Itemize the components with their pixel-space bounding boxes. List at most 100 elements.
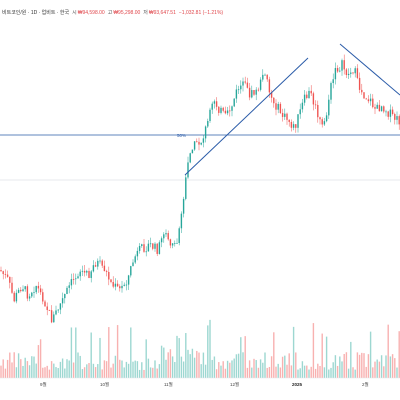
candle-body — [77, 276, 79, 279]
volume-bar — [284, 355, 286, 378]
volume-bar — [11, 362, 13, 378]
candle — [251, 85, 253, 99]
candle-body — [356, 68, 359, 78]
candle — [64, 293, 66, 304]
volume-bar — [191, 348, 194, 378]
candle — [209, 107, 211, 123]
volume-bar — [229, 362, 231, 378]
candle — [4, 269, 7, 279]
volume-bar — [123, 367, 125, 378]
candle — [389, 104, 392, 123]
candle — [367, 95, 370, 104]
candle-body — [130, 266, 132, 276]
candle — [28, 293, 31, 302]
volume-bar — [99, 337, 101, 378]
descending-trendline[interactable] — [339, 43, 400, 96]
candle-body — [398, 116, 400, 125]
volume-bar — [4, 368, 7, 378]
ohlc-high-value: ₩95,298.00 — [113, 10, 140, 16]
candle-body — [330, 83, 332, 100]
volume-bar — [369, 331, 372, 378]
candle — [200, 142, 202, 146]
month-label: 12월 — [230, 381, 239, 388]
candle-body — [97, 260, 99, 267]
candle-body — [176, 243, 178, 244]
volume-bar — [200, 364, 202, 378]
volume-bar — [367, 354, 370, 378]
candle — [108, 266, 110, 286]
candle — [191, 149, 194, 154]
candle — [237, 85, 240, 94]
volume-bar — [255, 360, 257, 378]
candle-body — [198, 141, 200, 145]
volume-bar — [303, 365, 306, 378]
time-axis: 9월 10월 11월 12월 2025 2월 — [40, 381, 369, 388]
candle — [328, 94, 330, 119]
candle — [97, 258, 99, 270]
candle — [306, 91, 308, 100]
candle — [277, 101, 279, 114]
candle-body — [224, 110, 227, 114]
volume-bar — [352, 367, 354, 378]
ohlc-open-value: ₩94,598.00 — [78, 10, 105, 16]
volume-bar — [165, 359, 167, 378]
volume-bar — [262, 362, 264, 378]
candle — [143, 238, 145, 253]
volume-bar — [332, 362, 334, 378]
volume-bar — [209, 319, 211, 378]
candle — [308, 87, 310, 99]
volume-bar — [156, 368, 158, 378]
candle — [169, 238, 172, 249]
ascending-trendline[interactable] — [184, 57, 309, 176]
candle-body — [389, 109, 392, 117]
candle-body — [222, 107, 224, 111]
candle-body — [196, 141, 198, 143]
candle-body — [303, 94, 306, 103]
candle-body — [255, 89, 257, 95]
candle — [132, 259, 134, 267]
candle-body — [279, 103, 282, 114]
volume-bar — [17, 353, 20, 378]
candle — [378, 100, 381, 112]
volume-bar — [112, 363, 114, 378]
candle — [37, 281, 40, 293]
candle-body — [147, 243, 150, 252]
candle — [345, 68, 348, 79]
volume-bar — [257, 367, 260, 378]
volume-bar — [321, 333, 323, 378]
candle — [141, 243, 143, 248]
candle-body — [207, 121, 209, 127]
candle — [167, 230, 169, 241]
candle-body — [387, 111, 389, 117]
candle — [17, 287, 20, 294]
candle-body — [363, 92, 365, 99]
volume-bar — [339, 356, 341, 378]
candle — [244, 76, 246, 85]
volume-bar — [37, 345, 40, 378]
volume-bar — [53, 363, 55, 378]
volume-bar — [383, 366, 385, 378]
candle-body — [105, 271, 108, 272]
candle — [354, 66, 356, 78]
candle — [290, 119, 293, 132]
candle — [152, 243, 154, 251]
candle-body — [257, 89, 260, 91]
candle — [310, 85, 312, 96]
volume-bar — [94, 367, 97, 378]
month-label: 10월 — [100, 381, 109, 388]
candle — [156, 243, 158, 257]
volume-bar — [75, 327, 77, 378]
candle — [187, 156, 189, 179]
candle-body — [323, 121, 326, 125]
candle-body — [321, 119, 323, 125]
candle-body — [121, 285, 123, 289]
candle — [114, 278, 117, 291]
candle-body — [295, 124, 297, 128]
candle — [207, 118, 209, 128]
volume-bar — [114, 355, 117, 378]
candle-body — [59, 303, 62, 310]
candle — [202, 134, 205, 148]
volume-bar — [328, 369, 330, 378]
candle-layer — [0, 54, 400, 324]
